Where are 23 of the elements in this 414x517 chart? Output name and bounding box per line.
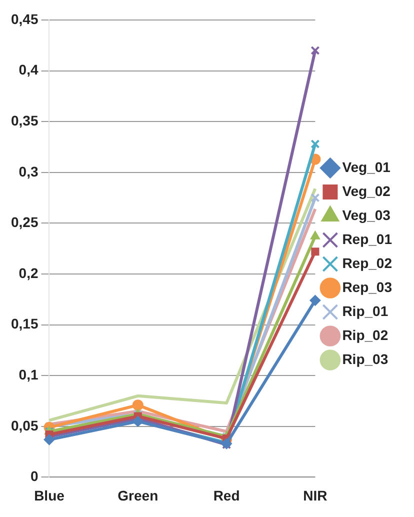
legend-label: Rip_02 — [342, 326, 388, 343]
x-tick-label: Blue — [34, 487, 65, 504]
y-tick-label: 0,05 — [11, 417, 38, 434]
y-tick-label: 0,4 — [18, 62, 38, 78]
y-tick-label: 0,3 — [18, 163, 38, 180]
legend-label: Veg_03 — [342, 206, 391, 223]
y-tick-label: 0,25 — [11, 214, 38, 230]
legend-label: Veg_01 — [342, 158, 391, 175]
y-tick-label: 0 — [30, 468, 38, 484]
legend-label: Rip_01 — [342, 302, 388, 319]
y-tick-label: 0,15 — [11, 316, 38, 332]
legend-label: Rep_03 — [342, 278, 392, 295]
x-tick-label: NIR — [303, 487, 328, 504]
x-tick-label: Red — [213, 487, 240, 504]
y-tick-label: 0,1 — [18, 366, 38, 382]
legend-label: Veg_02 — [342, 182, 391, 199]
legend-label: Rep_01 — [342, 230, 392, 247]
y-tick-label: 0,45 — [11, 10, 38, 27]
legend-label: Rip_03 — [342, 350, 388, 367]
y-tick-label: 0,35 — [11, 112, 38, 128]
x-tick-label: Green — [118, 487, 158, 504]
legend-label: Rep_02 — [342, 254, 392, 271]
y-tick-label: 0,2 — [18, 264, 38, 281]
